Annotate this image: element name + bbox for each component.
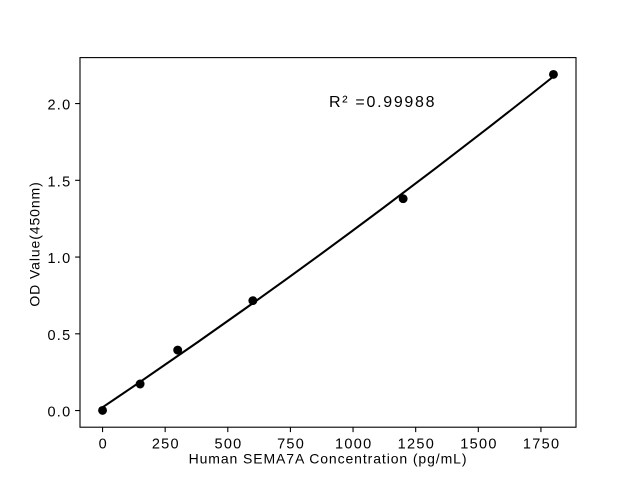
svg-text:0.0: 0.0 xyxy=(47,405,71,421)
svg-text:1.5: 1.5 xyxy=(47,174,71,190)
svg-text:1000: 1000 xyxy=(335,437,372,453)
svg-text:500: 500 xyxy=(214,437,242,453)
svg-text:Human SEMA7A Concentration (pg: Human SEMA7A Concentration (pg/mL) xyxy=(189,451,468,467)
svg-text:0: 0 xyxy=(99,437,108,453)
svg-text:0.5: 0.5 xyxy=(47,328,71,344)
svg-text:1.0: 1.0 xyxy=(47,251,71,267)
svg-text:1500: 1500 xyxy=(460,437,497,453)
svg-text:2.0: 2.0 xyxy=(47,98,71,114)
svg-text:1750: 1750 xyxy=(523,437,560,453)
svg-text:1250: 1250 xyxy=(398,437,435,453)
svg-text:OD Value(450nm): OD Value(450nm) xyxy=(27,181,43,306)
svg-text:R² =0.99988: R² =0.99988 xyxy=(329,94,436,111)
svg-text:250: 250 xyxy=(152,437,180,453)
svg-text:750: 750 xyxy=(277,437,305,453)
